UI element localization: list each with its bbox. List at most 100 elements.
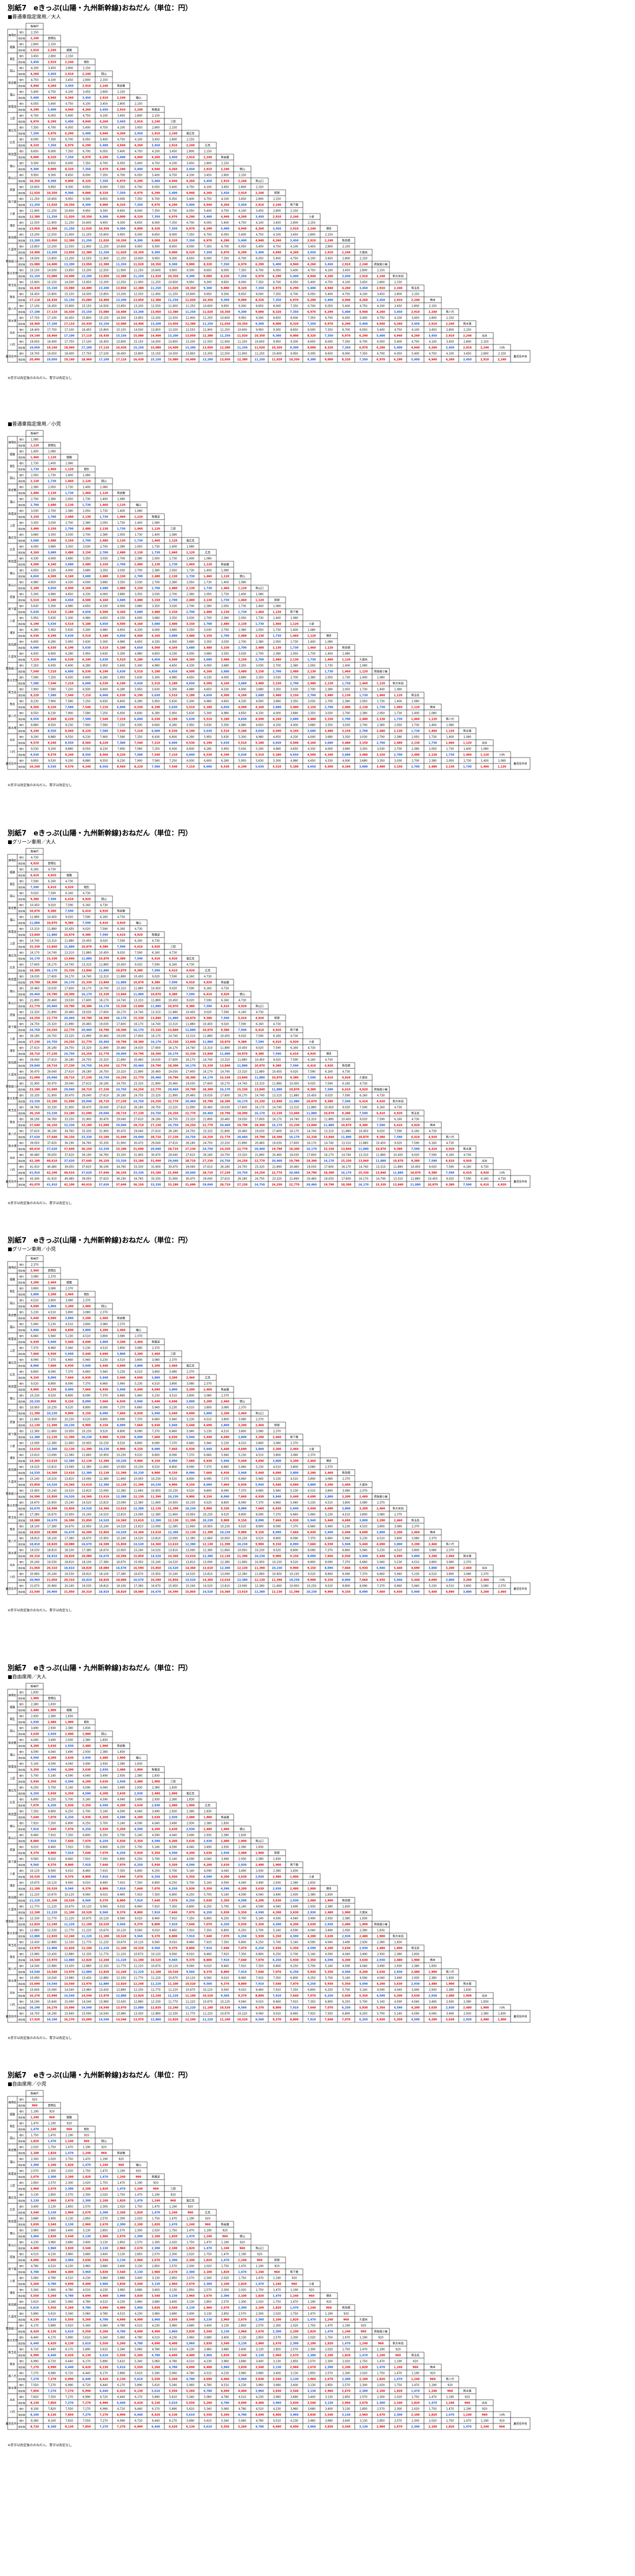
fare-cell: 7,350 <box>134 204 143 207</box>
fare-cell: 2,370 <box>221 1395 229 1398</box>
fare-cell: 6,160 <box>100 916 108 919</box>
fare-cell: 6,600 <box>100 688 108 692</box>
fare-cell: 1,120 <box>169 540 177 543</box>
fare-cell: 2,930 <box>307 1911 316 1915</box>
fare-cell: 28,710 <box>81 1088 92 1092</box>
fare-cell: 6,250 <box>325 1989 333 1992</box>
fare-cell: 8,220 <box>48 706 56 709</box>
fare-cell: 6,050 <box>221 234 229 237</box>
fare-cell: 3,150 <box>290 694 299 698</box>
fare-cell: 12,130 <box>254 1579 265 1582</box>
station-label: 厚狭 <box>10 188 15 192</box>
fare-cell: 3,450 <box>169 150 177 154</box>
fare-cell: 13,610 <box>81 1484 92 1487</box>
fare-cell: 29,040 <box>150 1148 161 1151</box>
fare-cell: 6,530 <box>134 706 143 709</box>
fare-cell: 11,250 <box>186 305 195 308</box>
fare-cell: 2,380 <box>187 1810 194 1814</box>
fare-cell: 4,330 <box>308 748 315 751</box>
diagonal-station-header: 新鳥栖 <box>342 1471 350 1475</box>
fare-cell: 5,940 <box>290 1502 298 1505</box>
fare-cell: 4,200 <box>342 1959 350 1962</box>
row-type-label: 現行 <box>19 2181 24 2185</box>
row-type-label: 現行 <box>19 2288 24 2292</box>
fare-cell: 3,960 <box>100 2283 108 2286</box>
fare-cell: 6,700 <box>65 138 73 142</box>
diagonal-station-header: 広島 <box>205 1804 210 1808</box>
fare-cell: 20,460 <box>82 1023 91 1026</box>
fare-cell: 4,000 <box>135 617 142 620</box>
fare-cell: 15,330 <box>150 1029 161 1032</box>
fare-cell: 8,000 <box>117 198 125 201</box>
fare-cell: 5,440 <box>30 1317 39 1320</box>
fare-cell: 2,380 <box>65 510 73 513</box>
fare-cell: 14,360 <box>29 1460 40 1463</box>
fare-cell: 3,630 <box>221 1864 229 1867</box>
fare-cell: 3,800 <box>342 1508 350 1511</box>
fare-cell: 14,360 <box>98 1508 109 1511</box>
fare-cell: 5,230 <box>325 1513 333 1517</box>
fare-cell: 18,300 <box>341 1184 352 1187</box>
fare-cell: 2,020 <box>100 2194 108 2197</box>
fare-cell: 1,240 <box>273 2283 281 2286</box>
fare-cell: 4,920 <box>273 1029 281 1032</box>
fare-cell: 4,510 <box>83 1335 90 1338</box>
fare-cell: 16,670 <box>64 1531 75 1535</box>
fare-cell: 7,350 <box>135 198 142 201</box>
fare-cell: 1,120 <box>325 647 333 650</box>
fare-cell: 4,510 <box>394 1549 402 1552</box>
fare-cell: 920 <box>101 2146 107 2149</box>
fare-cell: 6,700 <box>204 234 211 237</box>
fare-cell: 12,130 <box>185 1531 196 1535</box>
fare-cell: 7,910 <box>134 1900 143 1903</box>
fare-cell: 7,070 <box>342 2019 350 2022</box>
fare-cell: 19,030 <box>220 1106 230 1110</box>
fare-cell: 8,550 <box>83 748 90 751</box>
fare-cell: 1,820 <box>65 2164 74 2167</box>
diagonal-station-header: 岡山 <box>101 480 107 483</box>
fare-cell: 2,130 <box>203 599 212 602</box>
row-type-label: 改定後 <box>18 144 25 148</box>
fare-cell: 11,880 <box>237 1065 248 1068</box>
fare-cell: 2,380 <box>481 2013 488 2016</box>
fare-cell: 21,050 <box>29 1567 40 1570</box>
fare-cell: 11,660 <box>237 1561 247 1564</box>
diagonal-station-header: 相生 <box>84 886 89 889</box>
fare-cell: 10,450 <box>220 1035 230 1038</box>
diagonal-station-header: 新山口 <box>255 587 263 590</box>
fare-cell: 11,020 <box>29 192 40 195</box>
fare-cell: 19,790 <box>220 1112 230 1116</box>
fare-cell: 18,080 <box>47 1531 57 1535</box>
fare-cell: 2,300 <box>134 2235 143 2239</box>
fare-cell: 13,200 <box>202 358 213 362</box>
fare-cell: 6,600 <box>117 700 125 703</box>
fare-cell: 12,330 <box>82 1953 91 1956</box>
diagonal-station-header: 厚狭 <box>274 1851 280 1855</box>
fare-cell: 5,180 <box>255 742 264 745</box>
fare-cell: 1,460 <box>169 552 177 555</box>
fare-cell: 2,800 <box>152 127 160 130</box>
fare-cell: 4,590 <box>65 1775 73 1778</box>
fare-cell: 6,160 <box>394 1118 402 1121</box>
fare-cell: 2,910 <box>359 275 368 278</box>
fare-cell: 5,940 <box>186 1436 195 1439</box>
fare-cell: 8,090 <box>152 1442 160 1445</box>
fare-cell: 3,450 <box>308 245 315 249</box>
fare-cell: 6,050 <box>48 115 56 118</box>
fare-cell: 13,980 <box>47 1965 57 1968</box>
fare-cell: 8,000 <box>31 138 38 142</box>
fare-cell: 7,350 <box>65 150 73 154</box>
row-type-label: 改定後 <box>18 84 25 88</box>
fare-cell: 11,660 <box>47 1430 57 1433</box>
fare-cell: 16,170 <box>359 1178 368 1181</box>
fare-cell: 7,590 <box>377 1118 385 1121</box>
fare-cell: 16,170 <box>168 1047 178 1050</box>
fare-cell: 22,770 <box>202 1124 213 1127</box>
fare-cell: 1,750 <box>152 2218 160 2221</box>
fare-cell: 2,370 <box>325 1466 333 1469</box>
row-type-label: 改定後 <box>18 108 25 112</box>
fare-cell: 22,770 <box>47 1017 57 1020</box>
fare-cell: 18,810 <box>82 1573 91 1576</box>
fare-cell: 33,330 <box>134 1166 143 1169</box>
fare-cell: 7,590 <box>83 916 90 919</box>
